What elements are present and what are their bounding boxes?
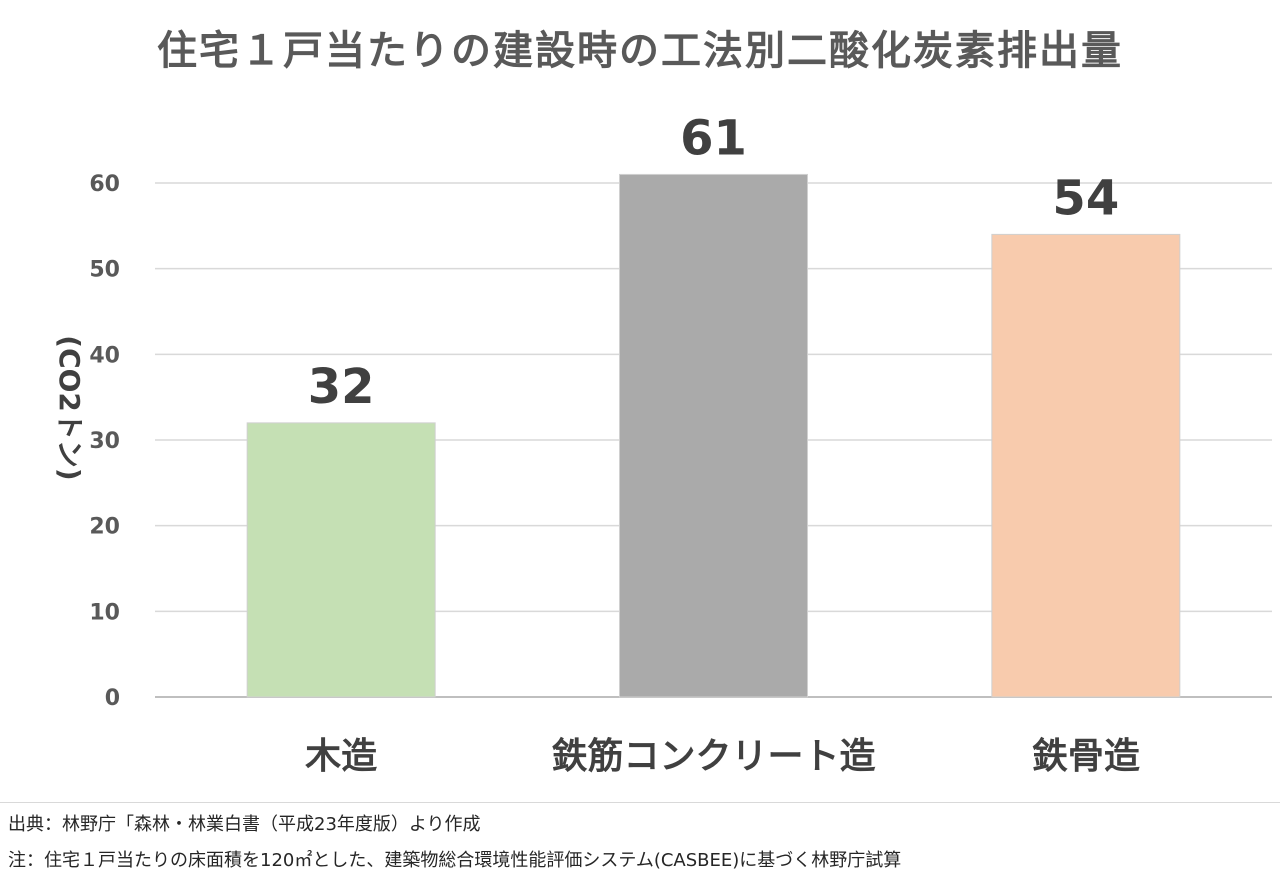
- footer-divider: [0, 802, 1280, 803]
- y-tick-label: 50: [89, 258, 120, 283]
- y-tick-label: 0: [105, 686, 120, 711]
- bars: [246, 173, 1181, 698]
- y-tick-label: 30: [89, 429, 120, 454]
- bar-3: [991, 233, 1181, 698]
- x-category-label: 鉄骨造: [1032, 736, 1140, 777]
- y-axis-ticks: 0 10 20 30 40 50 60: [89, 172, 120, 711]
- chart-title: 住宅１戸当たりの建設時の工法別二酸化炭素排出量: [157, 28, 1123, 74]
- x-axis-categories: 木造 鉄筋コンクリート造 鉄骨造: [305, 736, 1140, 777]
- source-note: 出典：林野庁「森林・林業白書（平成23年度版）より作成: [8, 814, 481, 835]
- y-tick-label: 60: [89, 172, 120, 197]
- data-label: 61: [680, 110, 747, 166]
- bar-1: [246, 422, 436, 698]
- y-tick-label: 40: [89, 343, 120, 368]
- data-label: 54: [1052, 170, 1119, 226]
- data-label: 32: [308, 359, 375, 415]
- x-category-label: 木造: [305, 736, 377, 777]
- y-tick-label: 10: [89, 600, 120, 625]
- data-labels: 32 61 54: [308, 110, 1119, 414]
- y-tick-label: 20: [89, 515, 120, 540]
- bar-chart: 0 10 20 30 40 50 60 32 61 54 木造 鉄筋コンクリート造 鉄骨造 (CO2…: [53, 110, 1272, 777]
- x-category-label: 鉄筋コンクリート造: [551, 736, 875, 777]
- footnote: 注：住宅１戸当たりの床面積を120㎡とした、建築物総合環境性能評価システム(CA…: [8, 850, 902, 871]
- y-axis-label: (CO2トン): [53, 335, 86, 480]
- bar-2: [619, 173, 808, 698]
